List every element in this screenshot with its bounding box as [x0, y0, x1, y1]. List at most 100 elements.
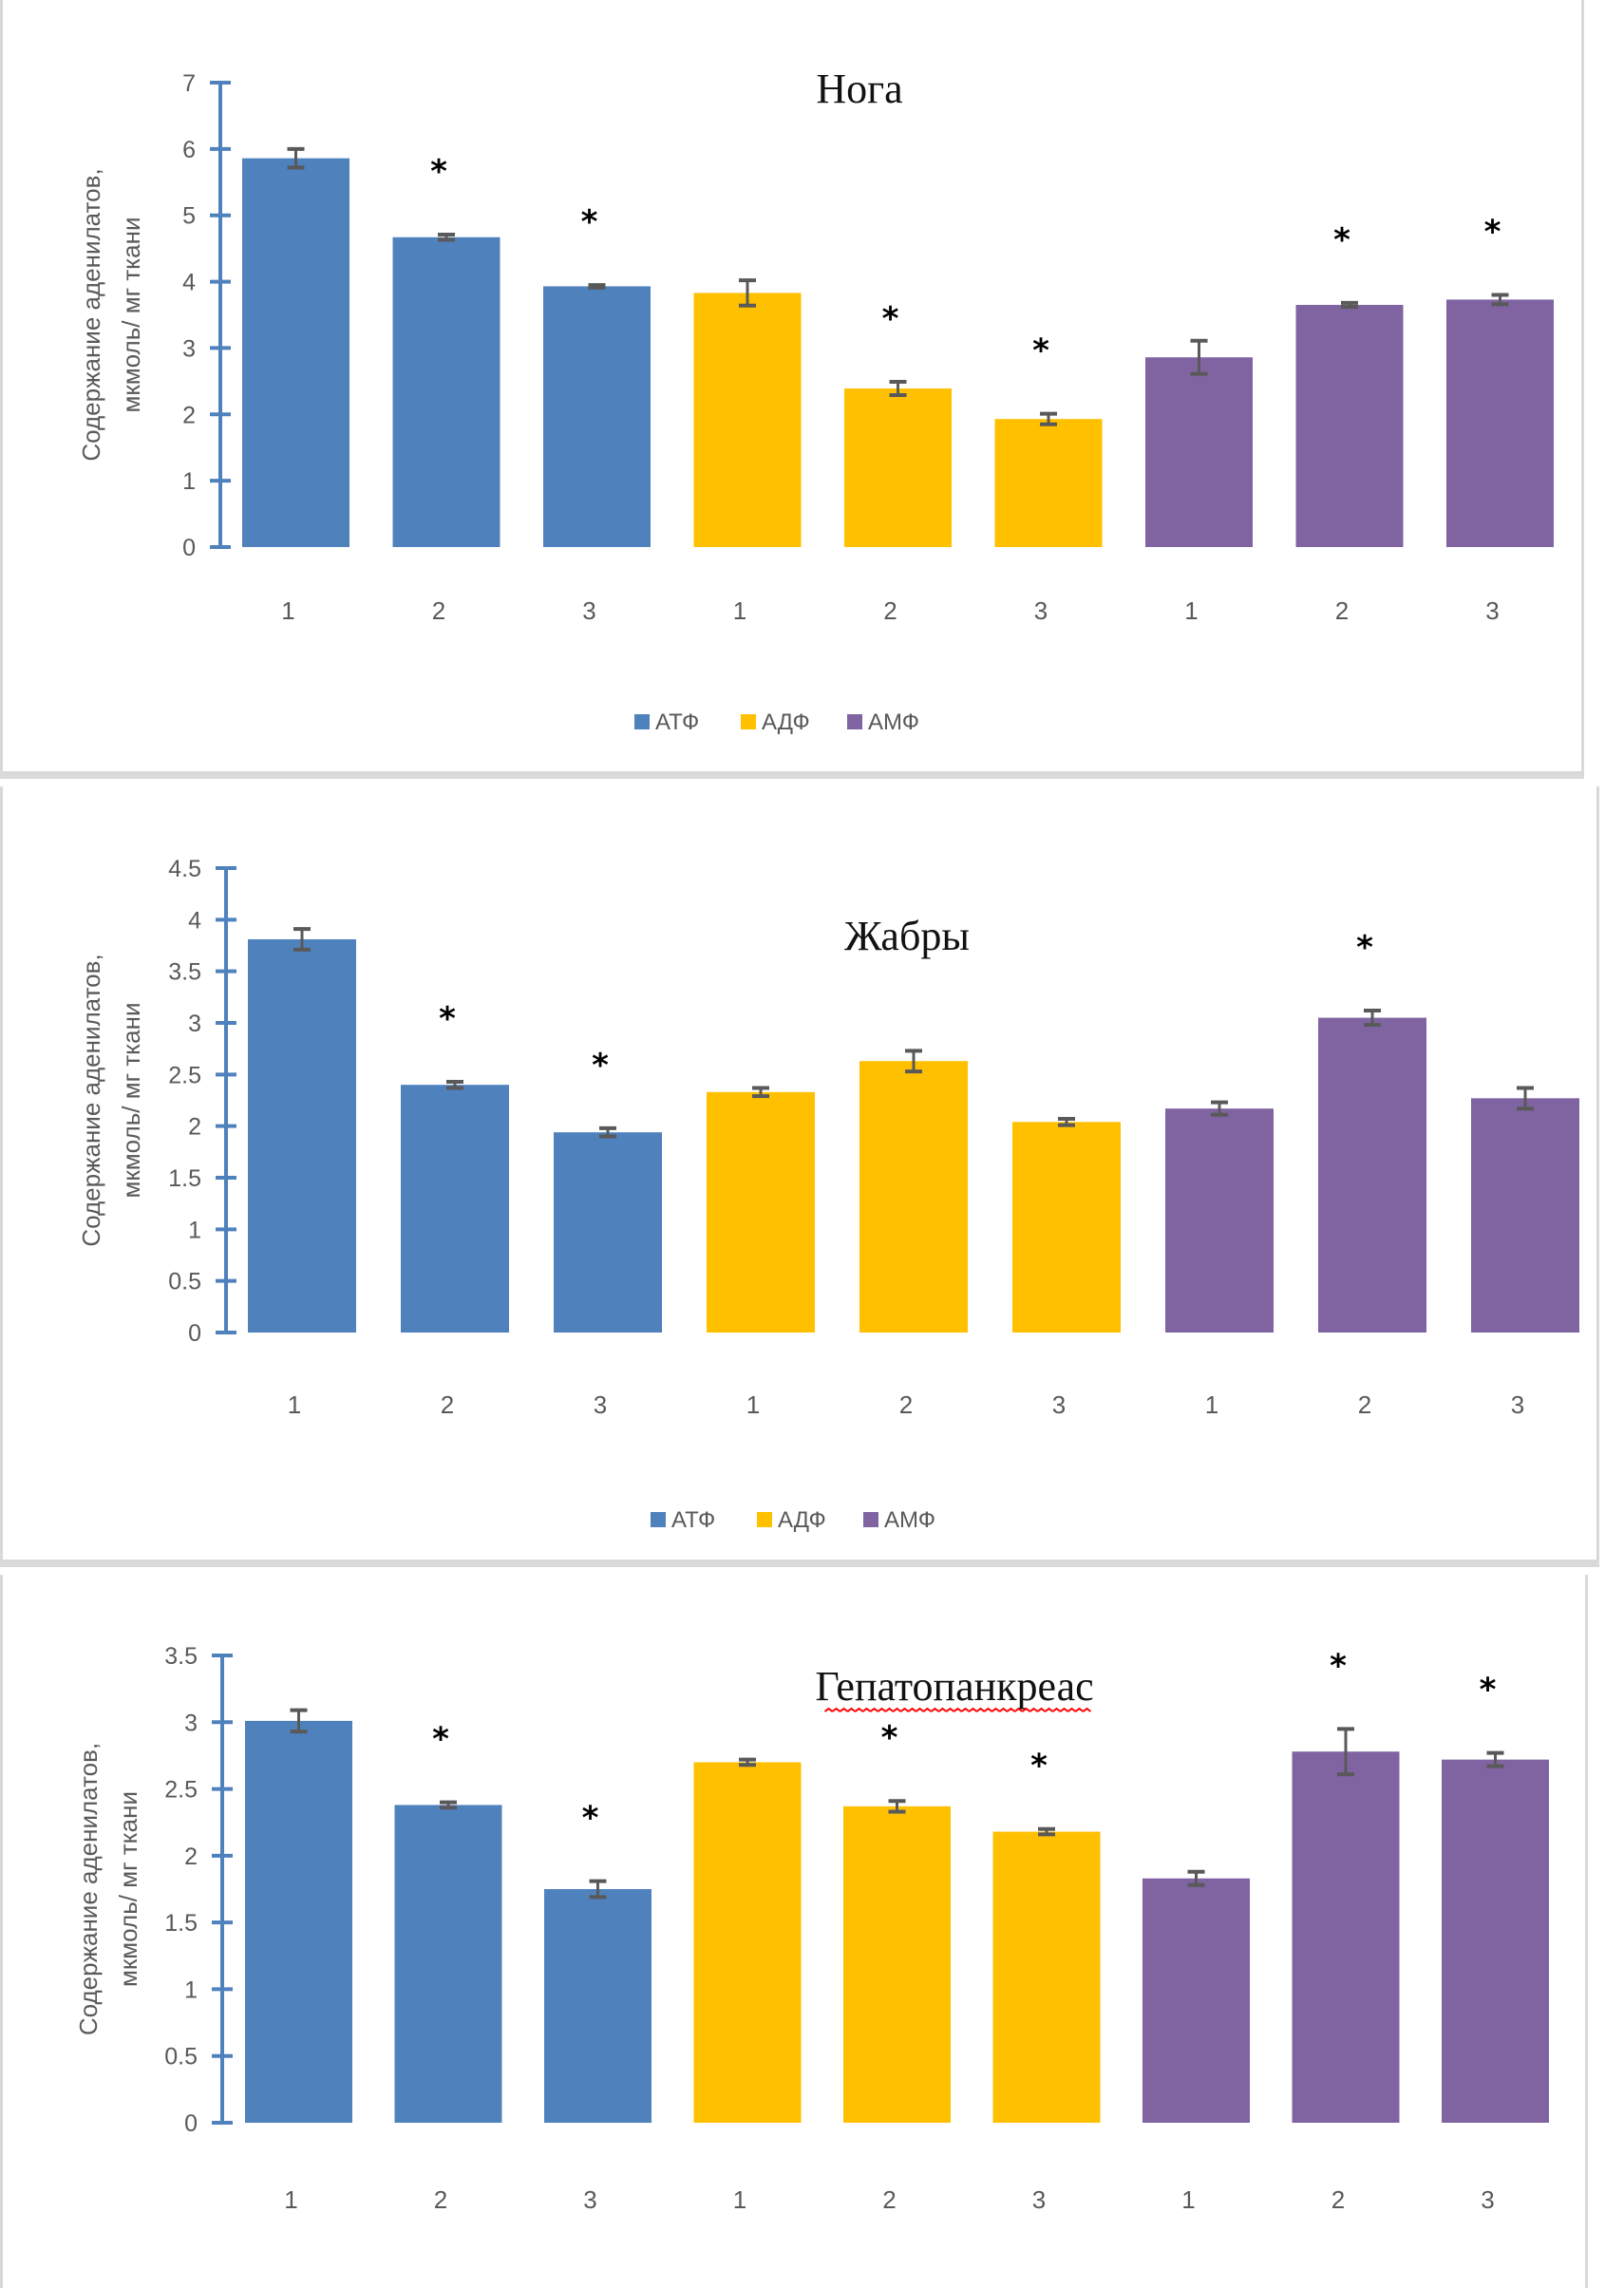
significance-marker: * [1356, 929, 1373, 967]
y-tick-label: 2.5 [164, 1777, 198, 1804]
bar [1012, 1122, 1121, 1333]
y-tick-label: 1 [184, 1976, 198, 2003]
y-tick-label: 1 [188, 1217, 201, 1243]
chart-title: Жабры [844, 913, 970, 959]
x-tick-label: 1 [1205, 1390, 1218, 1419]
significance-marker: * [582, 1800, 599, 1838]
significance-marker: * [1484, 214, 1501, 252]
x-tick-label: 3 [583, 2185, 596, 2214]
bar [693, 293, 802, 547]
y-tick-label: 0 [188, 1320, 201, 1347]
significance-marker: * [881, 1719, 898, 1757]
chart-title: Нога [816, 66, 902, 112]
significance-marker: * [439, 1000, 456, 1038]
y-tick-label: 1 [182, 468, 196, 495]
y-tick-label: 2 [182, 402, 196, 428]
x-tick-label: 2 [441, 1390, 454, 1419]
bar [693, 1762, 802, 2123]
y-tick-label: 2 [184, 1844, 198, 1870]
bar [242, 158, 349, 547]
y-tick-label: 1.5 [164, 1910, 198, 1937]
y-tick-label: 0.5 [168, 1269, 201, 1295]
bar [1442, 1759, 1549, 2123]
x-tick-label: 2 [883, 596, 897, 625]
significance-marker: * [592, 1047, 609, 1085]
y-axis-title-line2: мкмоль/ мг ткани [117, 217, 145, 413]
bar [843, 1806, 951, 2123]
x-tick-label: 2 [1335, 596, 1349, 625]
x-tick-label: 2 [1331, 2185, 1345, 2214]
bar [992, 1831, 1101, 2123]
significance-marker: * [1030, 1748, 1048, 1786]
y-tick-label: 0.5 [164, 2044, 198, 2071]
legend-label: АТФ [671, 1507, 715, 1533]
y-tick-label: 3 [182, 335, 196, 362]
legend-label: АДФ [762, 709, 810, 735]
x-tick-label: 2 [1358, 1390, 1371, 1419]
y-tick-label: 3 [188, 1011, 201, 1037]
bar [1295, 305, 1404, 547]
x-tick-label: 3 [1485, 596, 1499, 625]
x-tick-label: 2 [432, 596, 445, 625]
y-tick-label: 0 [182, 535, 196, 561]
x-tick-label: 2 [434, 2185, 447, 2214]
significance-marker: * [882, 300, 899, 338]
x-tick-label: 2 [899, 1390, 913, 1419]
legend-swatch [757, 1512, 772, 1527]
x-tick-label: 3 [1481, 2185, 1494, 2214]
x-tick-label: 1 [281, 596, 294, 625]
x-tick-label: 3 [1511, 1390, 1524, 1419]
bar [554, 1132, 662, 1333]
significance-marker: * [1032, 332, 1049, 370]
y-tick-label: 7 [182, 70, 196, 97]
y-axis-title-line1: Содержание аденилатов, [74, 1743, 103, 2035]
y-tick-label: 4.5 [168, 856, 201, 882]
x-tick-label: 1 [746, 1390, 760, 1419]
y-axis-title-line1: Содержание аденилатов, [77, 954, 105, 1246]
bar [392, 236, 500, 547]
legend-label: АМФ [884, 1507, 935, 1533]
bar [1145, 357, 1253, 547]
bar [245, 1720, 352, 2123]
chart-title: Гепатопанкреас [815, 1663, 1093, 1710]
y-tick-label: 3.5 [168, 959, 201, 986]
bar [1142, 1878, 1250, 2123]
y-axis-title-line2: мкмоль/ мг ткани [114, 1791, 142, 1987]
x-tick-label: 1 [1181, 2185, 1195, 2214]
spellcheck-underline [823, 1707, 1092, 1712]
significance-marker: * [1480, 1672, 1497, 1710]
x-tick-label: 2 [882, 2185, 896, 2214]
y-axis-title-line1: Содержание аденилатов, [77, 168, 105, 461]
x-tick-label: 1 [733, 596, 746, 625]
bar [707, 1091, 815, 1333]
bar [248, 938, 356, 1333]
x-tick-label: 1 [284, 2185, 297, 2214]
x-tick-label: 1 [733, 2185, 746, 2214]
y-axis-title-line2: мкмоль/ мг ткани [117, 1003, 145, 1199]
significance-marker: * [1333, 221, 1350, 259]
bar [1165, 1108, 1274, 1333]
y-tick-label: 2.5 [168, 1062, 201, 1088]
bar [994, 419, 1103, 547]
y-tick-label: 0 [184, 2110, 198, 2137]
x-tick-label: 1 [288, 1390, 301, 1419]
legend-swatch [847, 714, 862, 729]
x-tick-label: 3 [1052, 1390, 1066, 1419]
significance-marker: * [581, 203, 598, 241]
bar [543, 286, 651, 547]
significance-marker: * [432, 1721, 449, 1759]
bar [1471, 1098, 1579, 1333]
y-tick-label: 5 [182, 203, 196, 230]
bar [1292, 1751, 1400, 2123]
y-tick-label: 6 [182, 137, 196, 163]
bar [544, 1889, 651, 2123]
bar [1318, 1017, 1426, 1333]
bar [394, 1805, 502, 2123]
y-tick-label: 4 [188, 907, 201, 934]
bar [1446, 299, 1554, 547]
bar [401, 1085, 509, 1333]
bar [859, 1061, 968, 1333]
legend-swatch [863, 1512, 878, 1527]
x-tick-label: 3 [594, 1390, 607, 1419]
